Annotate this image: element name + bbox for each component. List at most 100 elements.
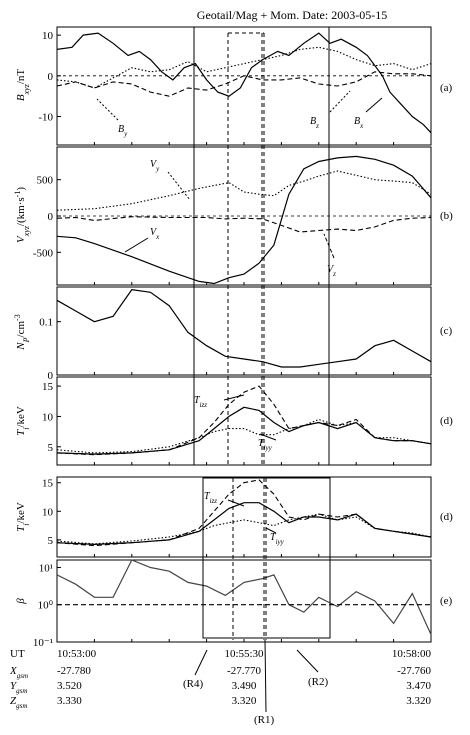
ylabel-e: β [15, 598, 27, 605]
ygsm-2: 3.470 [406, 680, 431, 692]
ytick-label-c-0: 0.1 [39, 317, 53, 329]
panel-c-series [56, 289, 432, 368]
ylabel-d2: Ti/keV [15, 502, 31, 532]
label-tizz-2: Tizz [204, 491, 217, 505]
ut-label: UT [10, 648, 25, 660]
panel-label-c: (c) [440, 325, 453, 337]
ytick-label-b-0: 500 [37, 175, 54, 187]
panel-label-a: (a) [440, 82, 453, 94]
ytick-label-d2-1: 10 [42, 506, 54, 518]
label-vx: Vx [150, 227, 160, 241]
series-d-t-izz [56, 385, 432, 456]
panel-label-d2: (d) [440, 511, 453, 523]
ytick-label-d-2: 5 [48, 442, 54, 454]
series-d2-t-i [56, 502, 432, 546]
ytick-label-e-2: 10⁻¹ [33, 637, 53, 649]
series-d2-t-iyy [56, 513, 432, 545]
ygsm-0: 3.520 [57, 680, 82, 692]
ytick-label-e-1: 10⁰ [38, 600, 54, 612]
label-bz: Bz [310, 116, 319, 130]
panel-c-frame [56, 286, 432, 376]
boundary-lines-bottom [202, 477, 331, 640]
region-markers: (R4) (R2) (R1) [183, 639, 329, 726]
ytick-label-b-2: -500 [33, 247, 54, 259]
arrow-vz [323, 233, 335, 259]
ylabel-a: Bxyz/nT [15, 69, 31, 102]
ytick-label-c-1: 0 [48, 370, 54, 382]
ytick-label-d2-0: 15 [42, 478, 54, 490]
panel-label-e: (e) [440, 595, 453, 607]
label-bx: Bx [354, 116, 364, 130]
zgsm-label: Zgsm [10, 695, 27, 710]
series-d-t-iyy [56, 418, 432, 454]
arrow-vy [167, 171, 191, 201]
arrow-r4 [194, 649, 208, 676]
panel-a-frame [56, 26, 432, 146]
panel-b-series [56, 155, 432, 285]
ylabel-c: NP/cm-3 [13, 314, 31, 350]
series-a-b-x [56, 32, 432, 134]
arrow-bz [329, 90, 351, 113]
ygsm-label: Ygsm [10, 680, 27, 695]
arrow-r1 [264, 639, 267, 713]
ut-tick-0: 10:53:00 [57, 648, 97, 660]
ylabel-d: Ti/keV [15, 406, 31, 436]
arrow-r2 [296, 649, 319, 673]
arrow-tizz [223, 394, 245, 401]
region-r2: (R2) [308, 676, 329, 688]
label-vy: Vy [150, 159, 160, 173]
ytick-label-b-1: 0 [48, 211, 54, 223]
region-r1: (R1) [254, 714, 275, 726]
xgsm-1: -27.770 [227, 665, 261, 677]
xgsm-2: -27.760 [397, 665, 431, 677]
arrow-tiyy [259, 433, 277, 441]
label-tiyy: Tiyy [258, 438, 273, 452]
label-by: By [118, 124, 128, 138]
arrow-by [96, 98, 119, 121]
series-e-beta [56, 559, 432, 635]
panel-label-d: (d) [440, 415, 453, 427]
ytick-label-a-0: 10 [42, 30, 54, 42]
panel-e-series [56, 559, 432, 635]
panel-d-series [56, 385, 432, 456]
ytick-label-d-1: 10 [42, 411, 54, 423]
ytick-label-d-0: 15 [42, 381, 54, 393]
label-vz: Vz [327, 264, 336, 278]
zgsm-2: 3.320 [406, 695, 431, 707]
ygsm-1: 3.490 [232, 680, 257, 692]
series-b-v-x [56, 155, 432, 285]
boundary-lines-top [193, 27, 330, 465]
ut-tick-2: 10:58:00 [392, 648, 432, 660]
region-r4: (R4) [183, 678, 204, 690]
series-a-b-y [56, 71, 432, 97]
arrow-bx [365, 97, 383, 113]
series-c-n-p [56, 289, 432, 368]
series-d-t-i [56, 406, 432, 455]
arrow-tiyy-2 [265, 527, 277, 534]
series-a-b-z [56, 46, 432, 89]
zgsm-0: 3.330 [57, 695, 82, 707]
ytick-label-e-0: 10¹ [39, 562, 53, 574]
ylabel-b: Vxyz/(km·s-1) [13, 187, 31, 243]
ytick-label-a-2: -10 [38, 112, 53, 124]
ut-tick-1: 10:55:30 [224, 648, 264, 660]
series-b-v-z [56, 216, 432, 233]
annotations: By Bz Bx Vy Vx Vz Tizz Tiyy Tizz Tiyy [96, 90, 383, 546]
chart-title: Geotail/Mag + Mom. Date: 2003-05-15 [197, 8, 387, 22]
xgsm-label: Xgsm [9, 665, 28, 680]
series-d2-t-izz [56, 479, 432, 547]
panel-d2-frame [56, 476, 432, 558]
arrow-tizz-2 [227, 499, 245, 507]
label-tiyy-2: Tiyy [270, 532, 285, 546]
arrow-vx [124, 237, 149, 253]
panel-label-b: (b) [440, 210, 453, 222]
ytick-label-a-1: 0 [48, 71, 54, 83]
zgsm-1: 3.320 [232, 695, 257, 707]
panel-a-series [56, 32, 432, 134]
ytick-label-d2-2: 5 [48, 535, 54, 547]
label-tizz: Tizz [194, 395, 207, 409]
time-axis: UT 10:53:00 10:55:30 10:58:00 Xgsm -27.7… [9, 648, 432, 710]
xgsm-0: -27.780 [57, 665, 91, 677]
